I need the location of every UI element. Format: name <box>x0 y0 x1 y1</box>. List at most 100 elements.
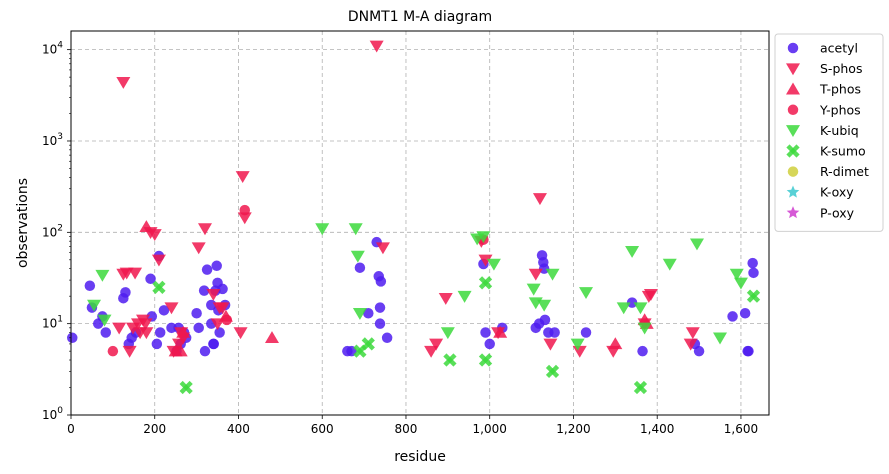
data-point-s-phos <box>685 327 700 340</box>
data-point-s-phos <box>233 327 248 340</box>
data-point-s-phos <box>478 254 493 267</box>
data-point-acetyl <box>211 260 222 272</box>
legend-label: K-oxy <box>820 185 854 200</box>
legend: acetyl S-phos T-phos Y-phos K-ubiq K-sumo R-di… <box>774 33 884 232</box>
legend-box <box>774 33 884 232</box>
data-point-acetyl <box>549 327 560 338</box>
data-point-s-phos <box>528 268 543 281</box>
data-point-k-ubiq <box>616 302 631 315</box>
data-point-k-sumo <box>179 380 193 395</box>
y-axis-title: observations <box>15 178 31 268</box>
legend-label: R-dimet <box>820 164 869 179</box>
data-point-acetyl <box>374 318 386 329</box>
data-point-acetyl <box>354 262 366 273</box>
data-point-s-phos <box>424 345 439 358</box>
data-point-y-phos <box>239 204 251 216</box>
data-point-acetyl <box>539 314 551 326</box>
data-point-acetyl <box>191 308 202 319</box>
x-tick-label: 600 <box>311 422 334 436</box>
x-tick-label: 200 <box>143 422 166 436</box>
data-point-k-ubiq <box>662 258 677 271</box>
data-point-acetyl <box>747 257 758 269</box>
data-point-acetyl <box>217 283 228 295</box>
data-point-k-ubiq <box>579 287 594 300</box>
legend-label: K-ubiq <box>820 123 859 138</box>
data-point-k-ubiq <box>97 314 112 327</box>
data-point-s-phos <box>429 338 444 351</box>
legend-marker <box>786 185 800 198</box>
data-point-k-ubiq <box>440 327 455 340</box>
data-point-k-sumo <box>545 364 560 379</box>
legend-marker <box>786 206 800 219</box>
data-point-s-phos <box>112 322 127 335</box>
data-point-acetyl <box>151 338 163 350</box>
data-point-k-ubiq <box>625 246 640 258</box>
legend-marker <box>787 166 799 177</box>
y-tick-label: 103 <box>42 132 63 148</box>
legend-marker <box>786 125 800 138</box>
data-point-s-phos <box>572 345 587 358</box>
data-point-acetyl <box>84 280 96 292</box>
y-tick-label: 102 <box>42 223 63 239</box>
data-point-acetyl <box>201 264 213 275</box>
grid-lines <box>71 31 769 415</box>
data-point-k-ubiq <box>352 308 367 320</box>
data-point-k-sumo <box>443 353 457 367</box>
data-point-s-phos <box>128 267 143 280</box>
data-point-k-ubiq <box>457 290 472 303</box>
data-point-t-phos <box>608 337 623 350</box>
data-point-k-ubiq <box>526 283 541 296</box>
data-point-acetyl <box>154 327 166 338</box>
legend-marker <box>787 42 799 54</box>
x-tick-label: 800 <box>395 422 418 436</box>
data-point-s-phos <box>116 76 131 89</box>
data-point-acetyl <box>748 267 759 279</box>
legend-label: Y-phos <box>819 102 861 117</box>
legend-item: K-ubiq <box>786 123 859 138</box>
data-point-acetyl <box>739 308 751 319</box>
legend-label: T-phos <box>819 82 861 97</box>
data-point-acetyl <box>381 332 393 344</box>
legend-marker <box>786 63 800 76</box>
legend-item: T-phos <box>786 82 861 97</box>
data-point-s-phos <box>438 292 453 305</box>
data-point-k-ubiq <box>537 299 552 312</box>
data-point-acetyl <box>193 322 204 334</box>
legend-item: Y-phos <box>787 102 861 117</box>
legend-item: R-dimet <box>787 164 869 179</box>
data-point-s-phos <box>191 242 206 255</box>
y-tick-label: 104 <box>42 41 63 57</box>
x-tick-label: 1,400 <box>640 422 674 436</box>
data-point-acetyl <box>158 305 170 316</box>
data-point-k-ubiq <box>348 223 363 236</box>
data-point-k-ubiq <box>637 322 652 335</box>
plot-frame <box>70 30 770 416</box>
data-point-k-ubiq <box>570 338 585 351</box>
data-point-acetyl <box>742 345 753 357</box>
data-point-k-ubiq <box>713 332 728 345</box>
data-point-k-sumo <box>633 380 648 395</box>
legend-item: P-oxy <box>786 205 855 220</box>
data-point-s-phos <box>139 327 154 340</box>
data-point-t-phos <box>173 344 188 357</box>
data-point-k-ubiq <box>315 223 330 236</box>
data-point-acetyl <box>199 345 211 357</box>
data-point-s-phos <box>683 338 698 351</box>
x-tick-label: 1,600 <box>724 422 758 436</box>
data-point-s-phos <box>375 242 390 255</box>
data-point-t-phos <box>493 325 508 338</box>
x-tick-label: 0 <box>67 422 75 436</box>
data-point-s-phos <box>235 171 250 184</box>
chart-title: DNMT1 M-A diagram <box>348 9 492 25</box>
data-point-s-phos <box>643 288 658 301</box>
data-point-acetyl <box>363 308 374 319</box>
data-point-k-ubiq <box>733 277 748 290</box>
data-point-k-ubiq <box>545 268 560 281</box>
data-point-k-sumo <box>361 337 375 351</box>
y-tick-label: 101 <box>42 315 63 331</box>
legend-label: S-phos <box>820 61 862 76</box>
data-point-acetyl <box>375 276 387 287</box>
data-point-k-ubiq <box>95 269 110 282</box>
data-point-s-phos <box>147 229 162 242</box>
